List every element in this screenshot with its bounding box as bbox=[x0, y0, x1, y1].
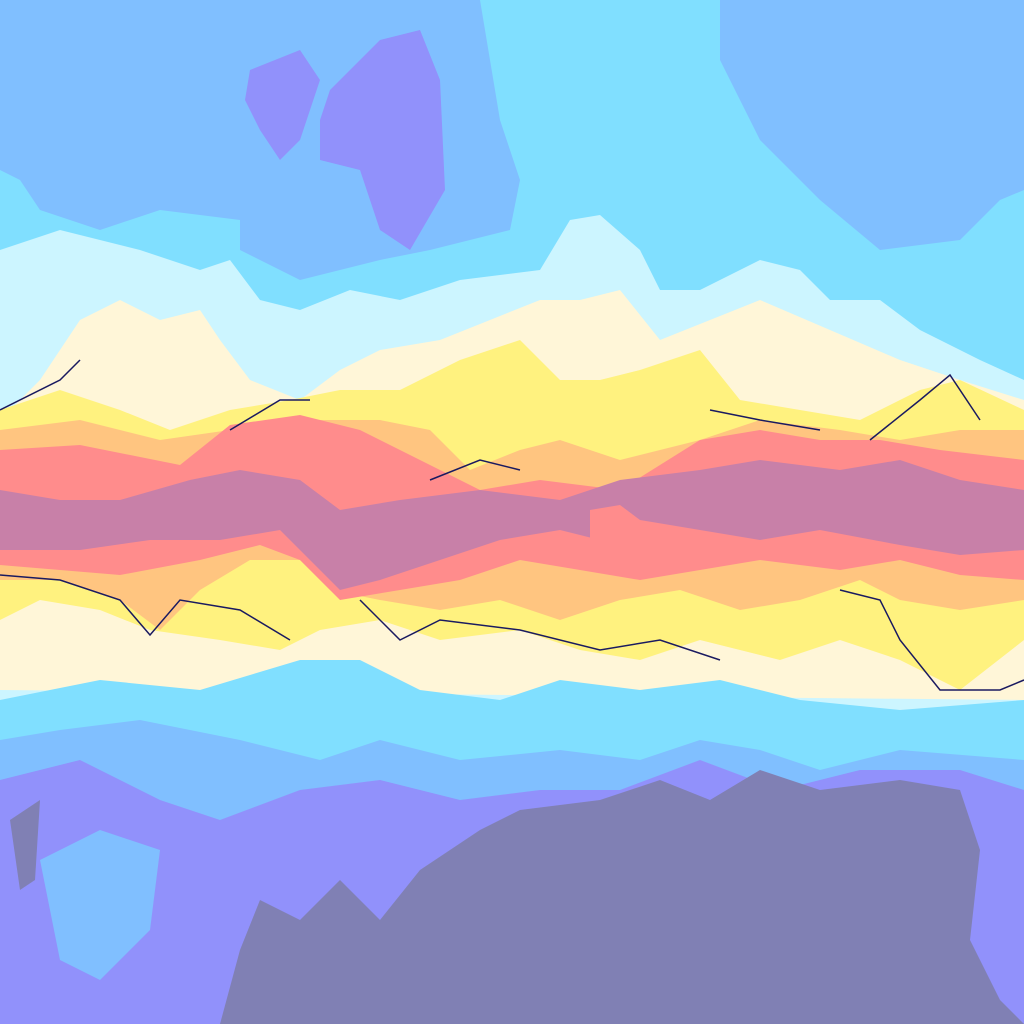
contour-line-south bbox=[0, 574, 1024, 691]
band-level-2-arctic-patch bbox=[245, 30, 445, 250]
band-level-10-equatorial bbox=[0, 460, 1024, 590]
band-level-1-antarctic bbox=[10, 770, 1024, 1024]
contour-line-north bbox=[0, 359, 981, 481]
band-level-3-south-patch bbox=[40, 830, 160, 980]
band-level-9-patch bbox=[590, 505, 640, 560]
